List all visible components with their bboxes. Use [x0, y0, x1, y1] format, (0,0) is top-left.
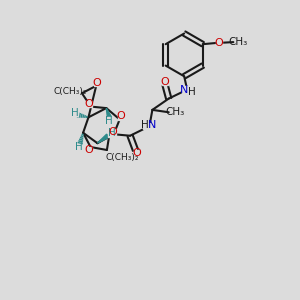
Bar — [216, 40, 222, 46]
Text: H: H — [105, 116, 113, 126]
Bar — [118, 114, 124, 120]
Text: N: N — [148, 120, 157, 130]
Text: O: O — [108, 127, 117, 137]
Bar — [106, 117, 112, 123]
Text: H: H — [108, 128, 116, 138]
Text: O: O — [215, 38, 224, 48]
Text: C(CH₃)₂: C(CH₃)₂ — [105, 153, 139, 162]
Text: O: O — [84, 99, 93, 109]
Bar — [85, 101, 92, 106]
Text: CH₃: CH₃ — [165, 107, 184, 117]
Text: O: O — [133, 148, 141, 158]
Bar — [72, 111, 78, 116]
Bar — [143, 123, 155, 130]
Bar — [108, 132, 113, 137]
Text: H: H — [70, 108, 78, 118]
Bar — [76, 144, 81, 149]
Text: O: O — [161, 76, 170, 87]
Text: O: O — [117, 111, 125, 122]
Bar — [94, 80, 100, 86]
Bar — [86, 147, 92, 153]
Polygon shape — [106, 108, 111, 118]
Bar — [162, 79, 168, 85]
Text: H: H — [141, 120, 148, 130]
Text: C(CH₃)₂: C(CH₃)₂ — [53, 87, 87, 96]
Text: O: O — [92, 78, 101, 88]
Bar — [109, 129, 116, 135]
Text: O: O — [85, 145, 93, 155]
Text: H: H — [188, 87, 196, 97]
Text: CH₃: CH₃ — [228, 37, 248, 47]
Bar — [182, 86, 193, 93]
Text: H: H — [75, 142, 83, 152]
Polygon shape — [98, 134, 109, 143]
Bar — [134, 150, 140, 156]
Text: N: N — [180, 85, 188, 95]
